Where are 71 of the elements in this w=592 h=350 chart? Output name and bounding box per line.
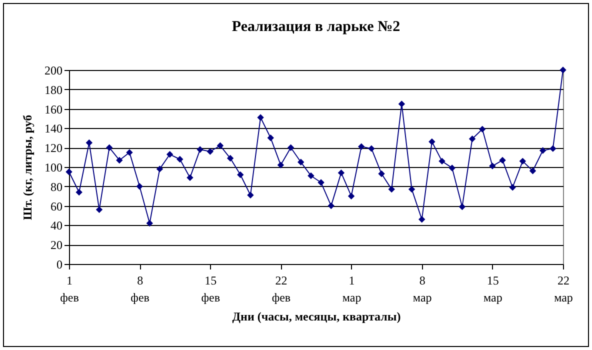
point <box>136 183 143 190</box>
point <box>368 145 375 152</box>
y-tick-label: 200 <box>44 64 62 78</box>
point <box>408 186 416 193</box>
point <box>166 151 174 158</box>
point <box>106 144 113 151</box>
y-tick-label: 20 <box>50 238 62 252</box>
point <box>298 158 304 166</box>
x-tick-label: 8 мар <box>412 274 432 304</box>
x-tick-label: 8 фев <box>130 274 150 304</box>
y-tick-label: 140 <box>44 122 62 136</box>
y-tick-label: 160 <box>44 102 62 116</box>
point <box>388 186 395 193</box>
point <box>539 147 546 154</box>
point <box>247 192 254 198</box>
point <box>206 148 214 155</box>
point <box>448 164 456 172</box>
point <box>176 156 184 163</box>
point <box>398 100 406 108</box>
point <box>560 66 566 74</box>
point <box>226 154 234 162</box>
point <box>126 149 133 156</box>
point <box>186 174 194 182</box>
point <box>318 179 324 186</box>
point <box>499 156 506 164</box>
point <box>338 169 345 176</box>
point <box>156 166 164 172</box>
point <box>237 171 244 178</box>
point <box>257 114 264 121</box>
x-tick-label: 15 фев <box>201 274 220 304</box>
point <box>348 192 355 200</box>
point <box>550 145 556 152</box>
point <box>216 142 224 150</box>
point <box>196 146 204 153</box>
x-axis-title: Дни (часы, месяцы, кварталы) <box>232 310 401 324</box>
x-tick-label: 15 мар <box>484 274 502 304</box>
y-tick-label: 100 <box>44 160 62 174</box>
point <box>489 162 496 170</box>
point <box>308 172 314 180</box>
point <box>277 162 284 168</box>
point <box>438 158 446 165</box>
y-tick-label: 180 <box>44 82 62 97</box>
point <box>116 156 123 164</box>
y-axis-title: Шт. (кг, литры, руб <box>20 114 34 220</box>
point <box>529 168 536 174</box>
point <box>519 158 526 165</box>
point <box>509 184 516 191</box>
y-tick-label: 40 <box>50 218 62 233</box>
point <box>358 143 365 150</box>
chart-title: Реализация в ларьке №2 <box>232 19 400 35</box>
point <box>458 203 466 210</box>
point <box>96 206 103 214</box>
y-tick-label: 60 <box>50 199 62 214</box>
point <box>146 220 154 227</box>
point <box>468 136 476 142</box>
point <box>287 144 294 151</box>
point <box>267 134 274 142</box>
x-tick-label: 22 мар <box>554 274 573 304</box>
point <box>328 202 334 210</box>
y-tick-label: 120 <box>44 141 62 156</box>
point <box>76 188 82 196</box>
y-tick-label: 0 <box>56 258 62 272</box>
point <box>428 138 436 146</box>
y-tick-label: 80 <box>50 180 62 194</box>
point <box>478 126 486 133</box>
x-tick-label: 1 мар <box>342 274 362 304</box>
x-tick-label: 22 фев <box>272 274 291 304</box>
point <box>86 139 93 146</box>
point <box>418 216 426 223</box>
x-tick-label: 1 фев <box>60 274 80 304</box>
point <box>378 170 385 178</box>
